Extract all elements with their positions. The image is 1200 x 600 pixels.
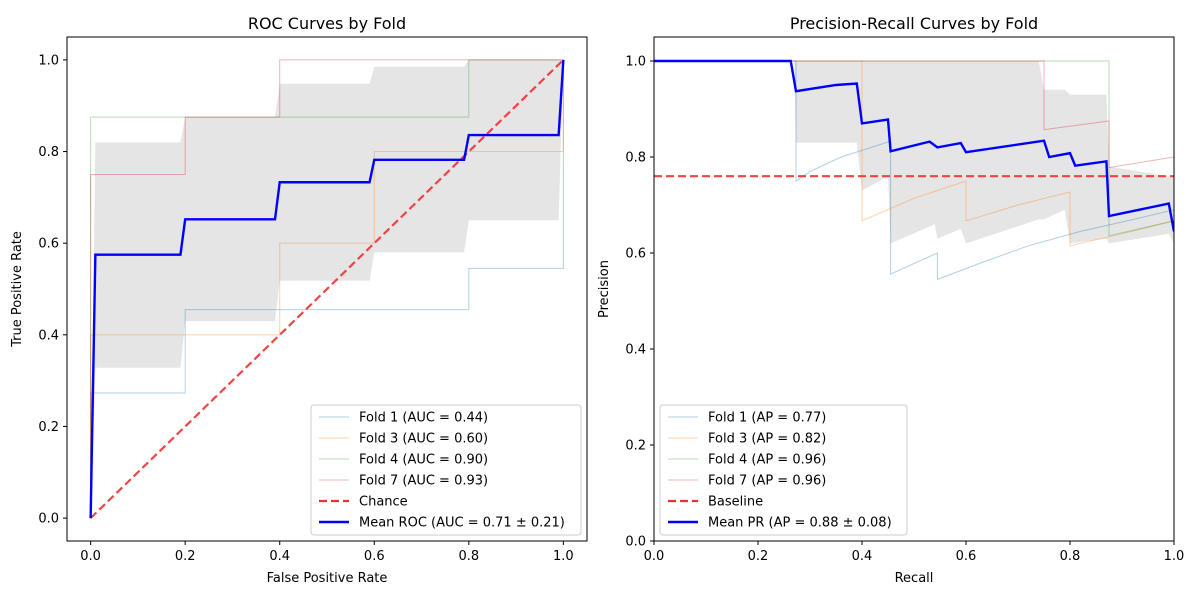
series-line-5 xyxy=(89,59,565,519)
series-line-1 xyxy=(654,60,1174,281)
x-tick-label: 0.2 xyxy=(748,549,769,564)
legend-label: Chance xyxy=(359,495,408,510)
plot-area xyxy=(654,59,1174,281)
series-line-4 xyxy=(654,60,1174,169)
series-line-4 xyxy=(90,59,564,519)
x-axis-label: Recall xyxy=(895,571,934,586)
legend-label: Fold 3 (AUC = 0.60) xyxy=(359,432,488,447)
legend: Fold 1 (AP = 0.77) Fold 3 (AP = 0.82) Fold… xyxy=(659,404,908,536)
axes-frame xyxy=(66,36,588,542)
x-tick-label: 0.6 xyxy=(956,549,977,564)
y-tick-label: 0.6 xyxy=(625,247,646,262)
y-tick-label: 1.0 xyxy=(38,53,59,68)
legend-label: Fold 1 (AUC = 0.44) xyxy=(359,411,488,426)
y-tick-label: 0.4 xyxy=(625,343,646,358)
x-tick-label: 1.0 xyxy=(1164,549,1185,564)
series-line-2 xyxy=(90,59,564,519)
y-axis-label: Precision xyxy=(597,260,612,318)
chart-title: Precision-Recall Curves by Fold xyxy=(790,14,1038,33)
y-axis-label: True Positive Rate xyxy=(10,231,25,348)
legend-box xyxy=(659,404,908,536)
series-line-1 xyxy=(90,59,564,519)
chart-title: ROC Curves by Fold xyxy=(248,14,406,33)
y-tick-label: 0.8 xyxy=(625,151,646,166)
x-tick-label: 0.0 xyxy=(80,549,101,564)
legend-box xyxy=(310,404,582,536)
legend-label: Mean ROC (AUC = 0.71 ± 0.21) xyxy=(359,516,565,531)
y-tick-label: 0.0 xyxy=(38,512,59,527)
x-tick-label: 0.8 xyxy=(1060,549,1081,564)
x-axis-label: False Positive Rate xyxy=(267,571,388,586)
std-band xyxy=(654,61,1174,244)
x-tick-label: 1.0 xyxy=(553,549,574,564)
legend: Fold 1 (AUC = 0.44) Fold 3 (AUC = 0.60) Fo… xyxy=(310,404,582,536)
y-tick-label: 0.2 xyxy=(38,420,59,435)
legend-label: Fold 4 (AUC = 0.90) xyxy=(359,453,488,468)
plot-area xyxy=(89,59,565,519)
axes-frame xyxy=(653,36,1175,542)
y-tick-label: 0.4 xyxy=(38,328,59,343)
legend-label: Fold 4 (AP = 0.96) xyxy=(708,453,826,468)
legend-label: Baseline xyxy=(708,495,763,510)
y-tick-label: 0.2 xyxy=(625,439,646,454)
legend-label: Fold 7 (AUC = 0.93) xyxy=(359,474,488,489)
y-tick-label: 0.8 xyxy=(38,145,59,160)
x-tick-label: 0.2 xyxy=(175,549,196,564)
series-line-3 xyxy=(654,60,1174,237)
x-tick-label: 0.6 xyxy=(364,549,385,564)
y-tick-label: 0.6 xyxy=(38,237,59,252)
y-tick-label: 0.0 xyxy=(625,535,646,550)
series-line-6 xyxy=(89,59,565,519)
x-tick-label: 0.4 xyxy=(852,549,873,564)
legend-label: Mean PR (AP = 0.88 ± 0.08) xyxy=(708,516,892,531)
legend-label: Fold 7 (AP = 0.96) xyxy=(708,474,826,489)
x-tick-label: 0.4 xyxy=(269,549,290,564)
series-line-3 xyxy=(90,59,564,519)
x-tick-label: 0.8 xyxy=(458,549,479,564)
legend-label: Fold 3 (AP = 0.82) xyxy=(708,432,826,447)
chart-panel-2: 0.0 0.2 0.4 0.6 0.8 1.0 0.0 0.2 0.4 0.6 0.8 1.0 Prec… xyxy=(597,14,1184,586)
y-tick-label: 1.0 xyxy=(625,55,646,70)
x-tick-label: 0.0 xyxy=(644,549,665,564)
series-line-6 xyxy=(654,59,1174,232)
legend-label: Fold 1 (AP = 0.77) xyxy=(708,411,826,426)
series-line-2 xyxy=(654,60,1174,247)
chart-panel-1: 0.0 0.2 0.4 0.6 0.8 1.0 0.0 0.2 0.4 0.6 0.8 1.0 ROC … xyxy=(10,14,588,586)
